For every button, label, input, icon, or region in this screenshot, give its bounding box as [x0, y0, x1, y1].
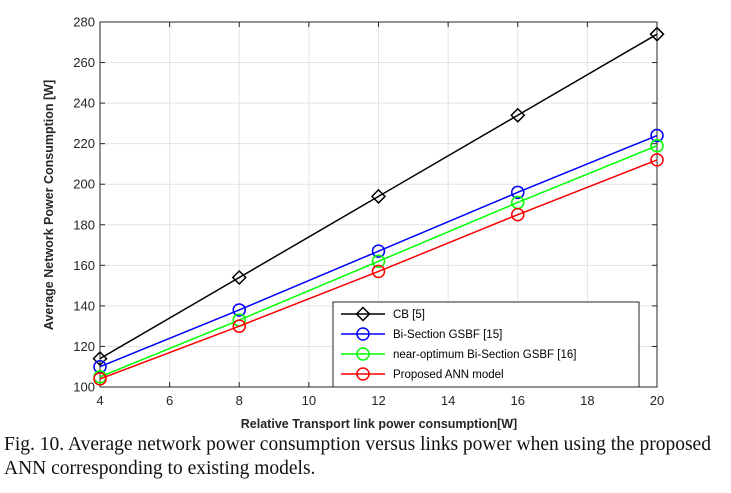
x-tick-label: 14 [441, 393, 455, 408]
series-lines [92, 26, 665, 386]
legend-entry: near-optimum Bi-Section GSBF [16] [341, 347, 576, 361]
data-point [232, 303, 246, 317]
data-point [93, 372, 107, 386]
x-tick-label: 4 [96, 393, 103, 408]
series-proposed-ann-model [93, 153, 664, 386]
legend-marker [355, 306, 371, 322]
data-point [371, 244, 386, 258]
data-point [649, 26, 665, 42]
x-axis-title: Relative Transport link power consumptio… [241, 417, 517, 430]
legend-entry: Proposed ANN model [341, 367, 504, 381]
legend-marker [356, 347, 370, 361]
legend: CB [5] Bi-Section GSBF [15] near-optimum B… [332, 301, 640, 388]
x-tick-label: 6 [166, 393, 173, 408]
series-bi-section-gsbf-15 [93, 128, 664, 374]
x-tick-label: 16 [511, 393, 525, 408]
y-tick-label: 200 [73, 177, 95, 192]
series-line [99, 144, 658, 378]
y-tick-label: 100 [73, 380, 95, 395]
data-point [511, 207, 525, 222]
y-tick-label: 140 [73, 298, 95, 313]
legend-entry: Bi-Section GSBF [15] [341, 327, 502, 341]
data-point [510, 107, 526, 123]
data-point [650, 138, 664, 153]
axes: 4 6 8 10 12 14 16 18 20 100 120 140 160 180 200 220 240 2… [73, 15, 664, 409]
series-cb-5 [92, 26, 665, 367]
data-point [511, 185, 525, 200]
legend-box [332, 301, 640, 388]
series-line [99, 134, 658, 368]
data-point [92, 351, 108, 367]
y-tick-label: 160 [73, 258, 95, 273]
y-tick-label: 180 [73, 217, 95, 232]
y-tick-label: 280 [73, 15, 95, 30]
legend-marker [356, 327, 370, 341]
series-line [99, 159, 658, 380]
x-tick-label: 12 [371, 393, 385, 408]
data-point [370, 188, 387, 204]
x-tick-label: 10 [302, 393, 316, 408]
legend-label: near-optimum Bi-Section GSBF [16] [393, 349, 576, 361]
data-point [232, 319, 246, 333]
line-chart: 4 6 8 10 12 14 16 18 20 100 120 140 160 180 200 220 240 2… [42, 15, 665, 430]
y-tick-label: 260 [73, 55, 95, 70]
data-point [650, 153, 664, 167]
figure-caption: Fig. 10. Average network power consumpti… [4, 434, 711, 479]
legend-marker [356, 367, 370, 381]
y-tick-label: 240 [73, 96, 95, 111]
data-point [231, 269, 247, 286]
x-tick-label: 8 [236, 393, 243, 408]
x-tick-label: 18 [580, 393, 594, 408]
legend-entry: CB [5] [341, 306, 425, 322]
legend-label: Bi-Section GSBF [15] [393, 329, 502, 341]
y-tick-label: 220 [73, 136, 95, 151]
legend-label: Proposed ANN model [393, 369, 504, 381]
y-tick-label: 120 [73, 339, 95, 354]
data-point [371, 264, 386, 279]
data-point [650, 128, 664, 143]
x-tick-label: 20 [650, 393, 664, 408]
y-axis-title: Average Network Power Consumption [W] [42, 80, 56, 330]
legend-label: CB [5] [393, 309, 425, 321]
data-point [371, 254, 386, 269]
series-line [99, 33, 658, 360]
